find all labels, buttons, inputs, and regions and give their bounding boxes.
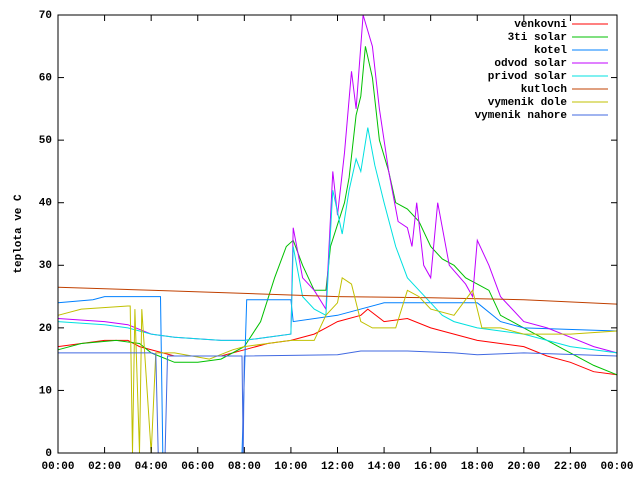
x-tick-label: 12:00 <box>321 461 354 473</box>
y-tick-label: 60 <box>39 72 52 84</box>
y-tick-label: 40 <box>39 198 52 210</box>
y-tick-label: 30 <box>39 260 52 272</box>
legend-label: 3ti solar <box>508 32 567 44</box>
legend-label: odvod solar <box>494 58 567 70</box>
y-tick-label: 20 <box>39 323 52 335</box>
x-tick-label: 18:00 <box>461 461 494 473</box>
x-tick-label: 00:00 <box>41 461 74 473</box>
legend-label: venkovni <box>514 19 567 31</box>
series-line <box>57 276 618 454</box>
x-tick-label: 06:00 <box>181 461 214 473</box>
x-tick-label: 20:00 <box>507 461 540 473</box>
x-tick-label: 22:00 <box>554 461 587 473</box>
legend-label: kutloch <box>521 84 567 96</box>
x-tick-label: 08:00 <box>228 461 261 473</box>
x-tick-label: 14:00 <box>368 461 401 473</box>
legend-label: vymenik dole <box>488 97 568 109</box>
y-tick-label: 10 <box>39 385 52 397</box>
y-tick-label: 50 <box>39 135 52 147</box>
y-axis-label: teplota ve C <box>13 194 25 274</box>
series-line <box>57 127 618 354</box>
legend-label: vymenik nahore <box>475 110 568 122</box>
x-tick-label: 16:00 <box>414 461 447 473</box>
series-line <box>57 46 618 376</box>
plot-area <box>57 14 618 454</box>
legend-label: kotel <box>534 45 567 57</box>
series-line <box>57 296 618 454</box>
series-line <box>57 308 618 376</box>
x-tick-label: 02:00 <box>88 461 121 473</box>
legend-label: privod solar <box>488 71 567 83</box>
y-tick-label: 0 <box>45 448 52 460</box>
y-tick-label: 70 <box>39 10 52 22</box>
x-tick-label: 04:00 <box>135 461 168 473</box>
series-line <box>57 286 618 305</box>
series-line <box>58 350 618 454</box>
x-tick-label: 00:00 <box>600 461 633 473</box>
x-tick-label: 10:00 <box>274 461 307 473</box>
